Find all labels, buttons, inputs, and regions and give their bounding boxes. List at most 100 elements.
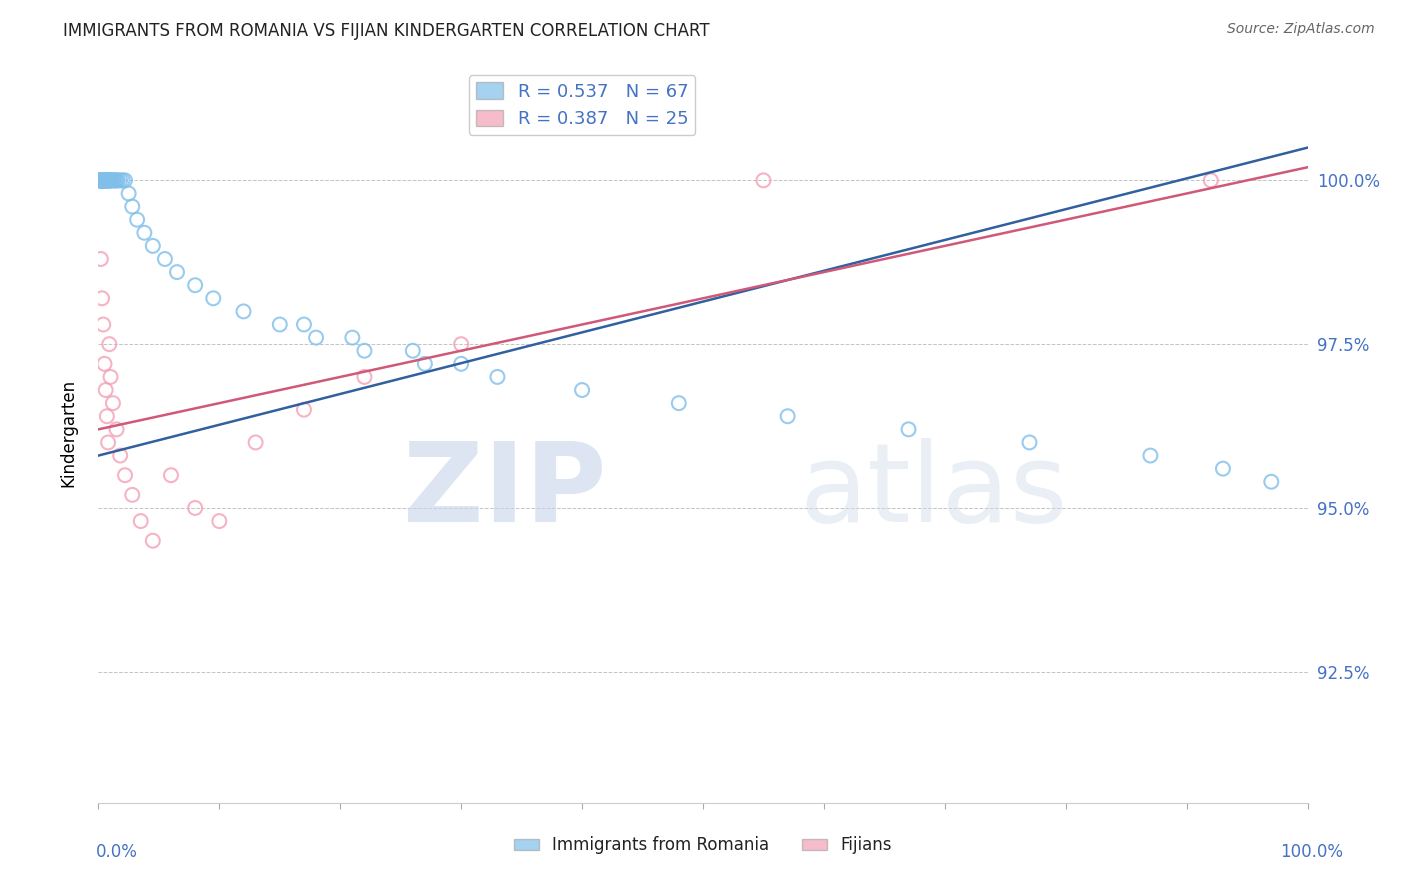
- Point: [108, 449, 131, 463]
- Point: [269, 318, 291, 332]
- Point: [100, 173, 122, 187]
- Point: [93, 173, 115, 187]
- Point: [1260, 475, 1282, 489]
- Point: [121, 488, 143, 502]
- Point: [90, 173, 112, 187]
- Point: [184, 278, 207, 293]
- Text: 100.0%: 100.0%: [1279, 843, 1343, 861]
- Point: [90, 173, 112, 187]
- Point: [184, 500, 207, 515]
- Point: [89, 173, 111, 187]
- Point: [402, 343, 425, 358]
- Point: [897, 422, 920, 436]
- Point: [94, 173, 117, 187]
- Point: [93, 173, 115, 187]
- Point: [292, 318, 315, 332]
- Point: [134, 226, 156, 240]
- Point: [90, 173, 112, 187]
- Point: [93, 173, 115, 187]
- Text: Source: ZipAtlas.com: Source: ZipAtlas.com: [1227, 22, 1375, 37]
- Point: [208, 514, 231, 528]
- Text: atlas: atlas: [800, 438, 1069, 545]
- Point: [127, 212, 149, 227]
- Point: [98, 173, 121, 187]
- Point: [114, 173, 136, 187]
- Point: [450, 337, 472, 351]
- Point: [91, 173, 114, 187]
- Text: 0.0%: 0.0%: [96, 843, 138, 861]
- Point: [1199, 173, 1222, 187]
- Point: [668, 396, 690, 410]
- Point: [94, 173, 117, 187]
- Point: [118, 186, 141, 201]
- Point: [160, 468, 183, 483]
- Point: [1018, 435, 1040, 450]
- Point: [101, 173, 124, 187]
- Legend: Immigrants from Romania, Fijians: Immigrants from Romania, Fijians: [508, 830, 898, 861]
- Point: [105, 173, 128, 187]
- Point: [752, 173, 775, 187]
- Point: [90, 252, 112, 266]
- Point: [142, 533, 165, 548]
- Point: [104, 173, 127, 187]
- Point: [91, 291, 114, 305]
- Point: [142, 239, 165, 253]
- Point: [105, 422, 128, 436]
- Point: [96, 409, 118, 424]
- Point: [232, 304, 254, 318]
- Point: [111, 173, 134, 187]
- Y-axis label: Kindergarten: Kindergarten: [59, 378, 77, 487]
- Point: [91, 173, 114, 187]
- Point: [96, 173, 118, 187]
- Point: [100, 173, 122, 187]
- Point: [98, 173, 121, 187]
- Point: [89, 173, 111, 187]
- Point: [93, 357, 115, 371]
- Point: [91, 173, 114, 187]
- Point: [96, 173, 118, 187]
- Point: [91, 173, 114, 187]
- Point: [108, 173, 131, 187]
- Point: [1139, 449, 1161, 463]
- Point: [101, 396, 124, 410]
- Point: [486, 370, 509, 384]
- Text: ZIP: ZIP: [404, 438, 606, 545]
- Point: [91, 173, 114, 187]
- Point: [1212, 461, 1234, 475]
- Point: [129, 514, 152, 528]
- Point: [93, 173, 115, 187]
- Point: [292, 402, 315, 417]
- Point: [91, 173, 114, 187]
- Point: [100, 370, 122, 384]
- Point: [776, 409, 799, 424]
- Point: [91, 173, 114, 187]
- Point: [353, 370, 375, 384]
- Point: [91, 173, 114, 187]
- Point: [97, 173, 120, 187]
- Text: IMMIGRANTS FROM ROMANIA VS FIJIAN KINDERGARTEN CORRELATION CHART: IMMIGRANTS FROM ROMANIA VS FIJIAN KINDER…: [63, 22, 710, 40]
- Point: [91, 173, 114, 187]
- Point: [98, 337, 121, 351]
- Point: [245, 435, 267, 450]
- Point: [90, 173, 112, 187]
- Point: [94, 173, 117, 187]
- Point: [305, 330, 328, 344]
- Point: [571, 383, 593, 397]
- Point: [103, 173, 125, 187]
- Point: [91, 318, 114, 332]
- Point: [97, 435, 120, 450]
- Point: [121, 200, 143, 214]
- Point: [153, 252, 176, 266]
- Point: [100, 173, 122, 187]
- Point: [353, 343, 375, 358]
- Point: [94, 383, 117, 397]
- Point: [413, 357, 436, 371]
- Point: [202, 291, 225, 305]
- Point: [166, 265, 188, 279]
- Point: [450, 357, 472, 371]
- Point: [97, 173, 120, 187]
- Point: [107, 173, 129, 187]
- Point: [89, 173, 111, 187]
- Point: [342, 330, 364, 344]
- Point: [114, 468, 136, 483]
